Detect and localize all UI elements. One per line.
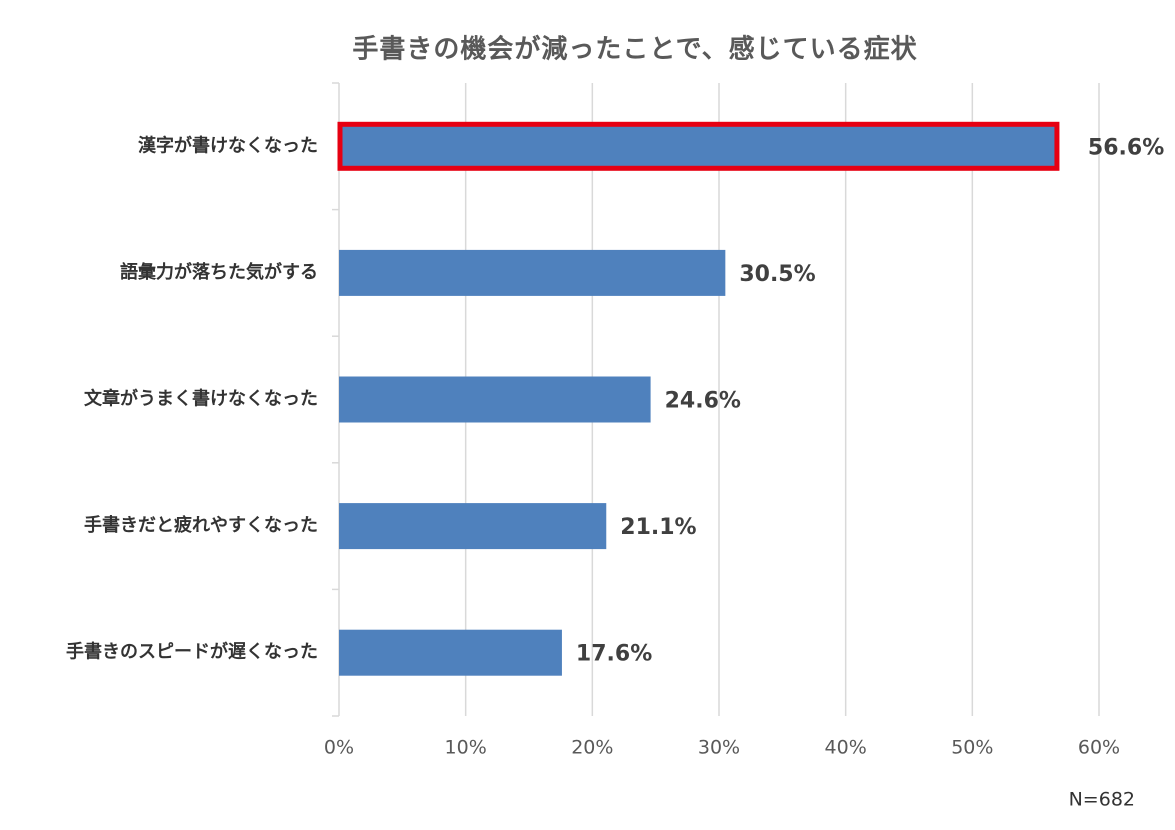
value-label: 56.6%	[1088, 135, 1164, 160]
x-tick-label: 0%	[324, 737, 354, 759]
x-tick-label: 10%	[445, 737, 487, 759]
bar	[339, 629, 562, 676]
x-tick-label: 60%	[1078, 737, 1120, 759]
bar	[339, 503, 607, 550]
value-label: 30.5%	[739, 262, 815, 287]
x-tick-label: 20%	[571, 737, 613, 759]
note: N=682	[1069, 789, 1135, 811]
x-tick-label: 30%	[698, 737, 740, 759]
value-label: 17.6%	[576, 642, 652, 667]
bar	[339, 249, 726, 296]
x-tick-label: 50%	[951, 737, 993, 759]
value-label: 24.6%	[665, 389, 741, 414]
bar	[339, 376, 651, 423]
highlight-box	[337, 121, 1060, 171]
bar	[339, 123, 1056, 170]
y-tick-label: 語彙力が落ちた気がする	[120, 261, 318, 283]
y-tick-label: 手書きのスピードが遅くなった	[66, 641, 318, 663]
y-tick-label: 文章がうまく書けなくなった	[84, 388, 318, 410]
y-tick-label: 漢字が書けなくなった	[138, 134, 318, 156]
y-tick-label: 手書きだと疲れやすくなった	[84, 514, 318, 536]
x-tick-label: 40%	[825, 737, 867, 759]
chart-title: 手書きの機会が減ったことで、感じている症状	[352, 34, 917, 65]
value-label: 21.1%	[620, 515, 696, 540]
